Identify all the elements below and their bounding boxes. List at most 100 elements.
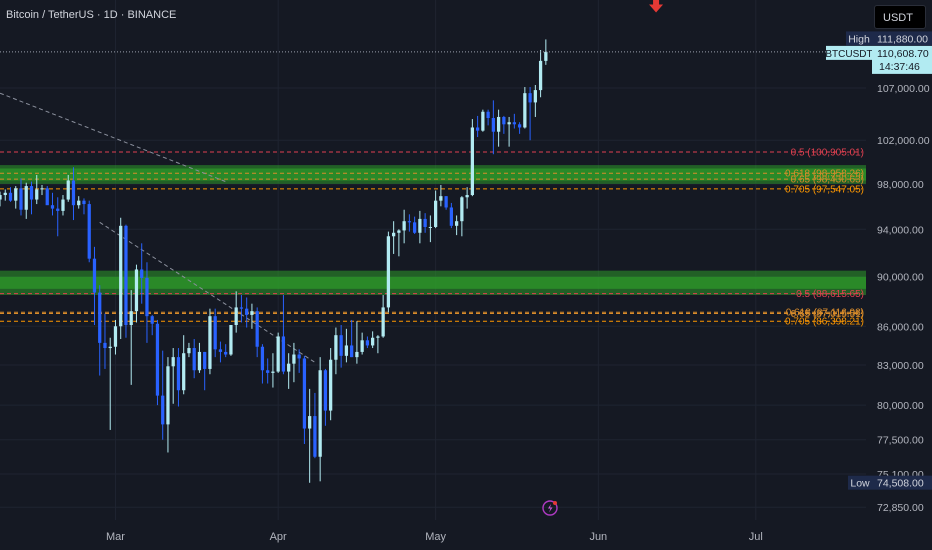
time-tick-label: Apr bbox=[270, 531, 287, 543]
candle-body bbox=[339, 335, 343, 356]
high-tag-label: High bbox=[848, 33, 870, 45]
candle-body bbox=[323, 370, 328, 411]
candle-body bbox=[92, 258, 97, 293]
candle-body bbox=[239, 307, 244, 309]
price-tick-label: 72,850.00 bbox=[877, 502, 924, 514]
candle-body bbox=[150, 316, 154, 324]
candle-body bbox=[538, 60, 543, 91]
candle-body bbox=[271, 371, 275, 373]
candle-body bbox=[161, 395, 165, 425]
candle-body bbox=[407, 221, 412, 223]
candle-body bbox=[397, 230, 401, 233]
candle-body bbox=[502, 116, 506, 125]
candle-body bbox=[507, 122, 511, 125]
currency-button[interactable]: USDT bbox=[874, 5, 926, 29]
candle-body bbox=[255, 311, 259, 347]
candle-body bbox=[40, 188, 44, 190]
candle-body bbox=[381, 307, 385, 337]
candle-body bbox=[124, 225, 128, 326]
candle-body bbox=[544, 51, 548, 61]
candle-body bbox=[45, 188, 49, 206]
support-zone-core bbox=[0, 276, 866, 289]
candle-body bbox=[449, 207, 453, 226]
candle-body bbox=[334, 335, 338, 360]
candle-body bbox=[155, 323, 160, 396]
candle-body bbox=[496, 116, 501, 132]
fib-label: 0.5 (88,615.65) bbox=[796, 289, 864, 300]
candle-body bbox=[350, 345, 354, 358]
candle-body bbox=[134, 269, 139, 312]
candle-body bbox=[512, 122, 516, 125]
time-tick-label: Jul bbox=[749, 531, 763, 543]
candle-body bbox=[418, 218, 422, 233]
candle-body bbox=[491, 118, 495, 132]
candle-body bbox=[208, 316, 212, 369]
chart-markers bbox=[0, 0, 866, 516]
candles bbox=[0, 39, 548, 483]
current-price-value: 110,608.70 bbox=[877, 48, 929, 60]
candle-body bbox=[287, 363, 291, 372]
low-tag-bg bbox=[848, 475, 872, 490]
candle-body bbox=[250, 311, 254, 315]
lightning-icon bbox=[542, 500, 558, 516]
candle-body bbox=[229, 325, 233, 355]
candle-body bbox=[103, 342, 107, 349]
candle-body bbox=[329, 359, 333, 411]
notification-dot-icon bbox=[553, 501, 557, 505]
candle-body bbox=[29, 186, 34, 200]
candle-body bbox=[182, 353, 186, 391]
candle-body bbox=[308, 416, 312, 429]
candle-body bbox=[119, 225, 123, 327]
candle-body bbox=[454, 221, 459, 226]
candle-body bbox=[71, 180, 76, 206]
candle-body bbox=[281, 336, 286, 372]
candle-body bbox=[3, 192, 7, 196]
candle-body bbox=[140, 269, 144, 278]
price-tick-label: 83,000.00 bbox=[877, 360, 924, 372]
fibonacci-levels: 0.5 (100,905.01) 0.618 (98,958.26)0.65 (9… bbox=[0, 148, 864, 328]
candle-body bbox=[24, 186, 28, 210]
support-zone-core bbox=[0, 168, 866, 181]
candle-body bbox=[166, 366, 170, 425]
candle-body bbox=[392, 232, 396, 237]
time-tick-label: Mar bbox=[106, 531, 125, 543]
candle-body bbox=[365, 340, 370, 346]
fib-label: 0.618 (98,958.26) bbox=[785, 169, 864, 180]
high-tag-value-bg bbox=[872, 31, 932, 46]
candle-body bbox=[413, 222, 417, 233]
price-tick-label: 80,000.00 bbox=[877, 400, 924, 412]
candle-body bbox=[523, 93, 527, 128]
fib-label: 0.705 (97,547.05) bbox=[785, 184, 864, 195]
price-tick-label: 98,000.00 bbox=[877, 179, 924, 191]
candle-body bbox=[218, 349, 223, 352]
candle-body bbox=[192, 348, 196, 371]
low-tag-label: Low bbox=[850, 478, 870, 490]
fib-label: 0.705 (86,398.21) bbox=[785, 317, 864, 328]
candle-body bbox=[145, 277, 149, 317]
symbol-tag-label: BTCUSDT bbox=[825, 49, 872, 60]
symbol-tag-bg bbox=[826, 45, 872, 60]
candle-body bbox=[14, 188, 18, 201]
time-tick-label: May bbox=[425, 531, 446, 543]
time-tick-label: Jun bbox=[589, 531, 607, 543]
candle-body bbox=[470, 127, 474, 196]
countdown-timer: 14:37:46 bbox=[879, 61, 920, 73]
down-arrow-icon bbox=[649, 0, 664, 13]
candle-body bbox=[224, 351, 228, 355]
candle-body bbox=[245, 308, 249, 315]
candle-body bbox=[98, 292, 102, 343]
price-tick-label: 107,000.00 bbox=[877, 83, 930, 95]
price-tick-label: 86,000.00 bbox=[877, 321, 924, 333]
candle-body bbox=[82, 200, 86, 205]
price-axis[interactable]: 107,000.00 102,000.00 98,000.00 94,000.00 90… bbox=[877, 83, 930, 514]
low-tag-value-bg bbox=[872, 475, 932, 490]
time-axis[interactable]: Mar Apr May Jun Jul bbox=[106, 531, 763, 543]
candle-body bbox=[203, 351, 207, 369]
candle-body bbox=[439, 196, 443, 201]
candle-body bbox=[486, 111, 490, 119]
candle-body bbox=[213, 316, 217, 350]
candle-body bbox=[481, 111, 485, 131]
candle-body bbox=[234, 307, 238, 326]
candle-body bbox=[297, 354, 301, 359]
